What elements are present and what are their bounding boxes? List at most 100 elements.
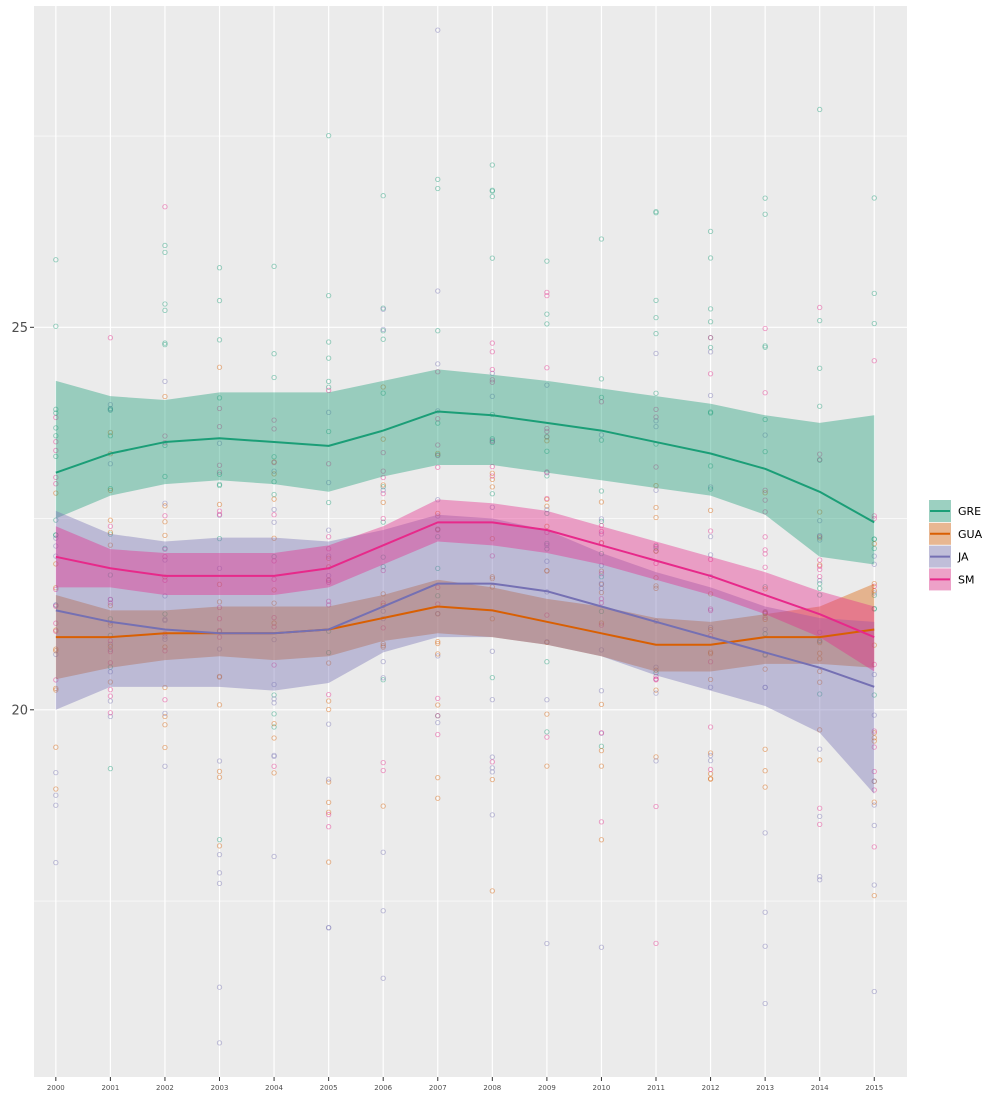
data-point-ja bbox=[162, 617, 168, 624]
data-point-gre bbox=[653, 210, 659, 216]
y-tick-label: 20 bbox=[11, 703, 28, 718]
data-point-gre bbox=[435, 534, 441, 540]
data-point-gre bbox=[871, 545, 877, 552]
data-point-gre bbox=[489, 162, 495, 168]
data-point-gre bbox=[598, 437, 605, 443]
data-point-sm bbox=[325, 602, 332, 608]
data-point-ja bbox=[271, 752, 277, 759]
data-point-ja bbox=[380, 659, 386, 665]
data-point-ja bbox=[53, 792, 59, 798]
data-point-gre bbox=[871, 320, 877, 327]
data-point-sm bbox=[162, 554, 168, 560]
data-point-ja bbox=[653, 487, 659, 493]
data-point-ja bbox=[216, 758, 223, 764]
data-point-sm bbox=[162, 513, 168, 519]
data-point-gre bbox=[544, 258, 550, 264]
data-point-sm bbox=[653, 940, 659, 947]
data-point-gua bbox=[216, 501, 223, 508]
data-point-gre bbox=[53, 410, 59, 416]
data-point-sm bbox=[598, 399, 605, 405]
data-point-sm bbox=[325, 579, 332, 586]
data-point-sm bbox=[598, 596, 605, 602]
data-point-sm bbox=[762, 487, 768, 493]
data-point-sm bbox=[598, 819, 605, 825]
data-point-gre bbox=[489, 675, 495, 681]
data-point-ja bbox=[762, 909, 768, 915]
data-point-gre bbox=[598, 574, 605, 580]
data-point-gre bbox=[216, 481, 223, 488]
x-tick-label: 2009 bbox=[538, 1084, 556, 1092]
data-point-ja bbox=[762, 684, 768, 691]
data-point-gua bbox=[380, 644, 386, 650]
data-point-ja bbox=[817, 577, 823, 584]
data-point-gua bbox=[162, 519, 168, 525]
data-point-gua bbox=[653, 575, 659, 581]
data-point-ja bbox=[271, 753, 277, 760]
data-point-ja bbox=[216, 646, 223, 652]
data-point-gre bbox=[162, 301, 168, 307]
data-point-sm bbox=[544, 428, 550, 435]
data-point-sm bbox=[53, 439, 59, 445]
data-point-ja bbox=[325, 924, 332, 931]
data-point-gre bbox=[707, 409, 714, 415]
data-point-gre bbox=[871, 592, 877, 598]
data-point-gua bbox=[380, 643, 386, 649]
data-point-gre bbox=[216, 337, 223, 343]
data-point-sm bbox=[271, 576, 277, 582]
data-point-sm bbox=[707, 371, 714, 377]
data-point-ja bbox=[435, 361, 441, 367]
data-point-gre bbox=[817, 580, 823, 587]
data-point-sm bbox=[162, 577, 168, 583]
data-point-gre bbox=[871, 692, 877, 698]
data-point-gua bbox=[871, 892, 877, 899]
data-point-gre bbox=[544, 540, 550, 547]
data-point-gre bbox=[544, 448, 550, 454]
data-point-gre bbox=[598, 518, 605, 524]
data-point-gre bbox=[380, 193, 386, 199]
data-point-ja bbox=[817, 813, 823, 820]
data-point-ja bbox=[489, 697, 495, 703]
data-point-ja bbox=[871, 882, 877, 888]
data-point-sm bbox=[871, 358, 877, 364]
data-point-gua bbox=[489, 470, 495, 476]
data-point-sm bbox=[162, 204, 168, 210]
data-point-sm bbox=[435, 464, 441, 470]
data-point-gre bbox=[53, 517, 59, 523]
data-point-gua bbox=[53, 627, 59, 633]
data-point-gua bbox=[871, 541, 877, 547]
data-point-gua bbox=[871, 642, 877, 648]
data-point-gua bbox=[271, 496, 277, 502]
data-point-sm bbox=[271, 763, 277, 769]
data-point-gua bbox=[489, 584, 495, 590]
data-point-sm bbox=[216, 511, 223, 518]
data-point-gre bbox=[707, 335, 714, 341]
data-point-ja bbox=[325, 577, 332, 584]
data-point-sm bbox=[762, 614, 768, 621]
data-point-gre bbox=[325, 133, 332, 139]
data-point-gre bbox=[489, 188, 495, 194]
data-point-gua bbox=[817, 668, 823, 674]
data-point-sm bbox=[216, 634, 223, 640]
data-point-gre bbox=[598, 550, 605, 557]
data-point-sm bbox=[817, 805, 823, 811]
data-point-gre bbox=[544, 729, 550, 735]
data-point-ja bbox=[435, 653, 441, 659]
data-point-gua bbox=[598, 568, 605, 574]
data-point-gua bbox=[162, 393, 168, 400]
data-point-ja bbox=[653, 690, 659, 696]
data-point-gua bbox=[107, 487, 114, 494]
data-point-ja bbox=[871, 553, 877, 559]
data-point-ja bbox=[325, 721, 332, 727]
data-point-sm bbox=[216, 462, 223, 468]
data-point-gre bbox=[53, 406, 59, 412]
data-point-ja bbox=[817, 518, 823, 524]
data-point-ja bbox=[598, 944, 605, 950]
data-point-ja bbox=[53, 859, 59, 866]
data-point-ja bbox=[380, 608, 386, 614]
data-point-gre bbox=[817, 691, 823, 697]
data-point-ja bbox=[325, 776, 332, 782]
data-point-ja bbox=[162, 378, 168, 385]
data-point-gre bbox=[107, 407, 114, 413]
data-point-ja bbox=[271, 468, 277, 474]
data-point-sm bbox=[707, 766, 714, 773]
